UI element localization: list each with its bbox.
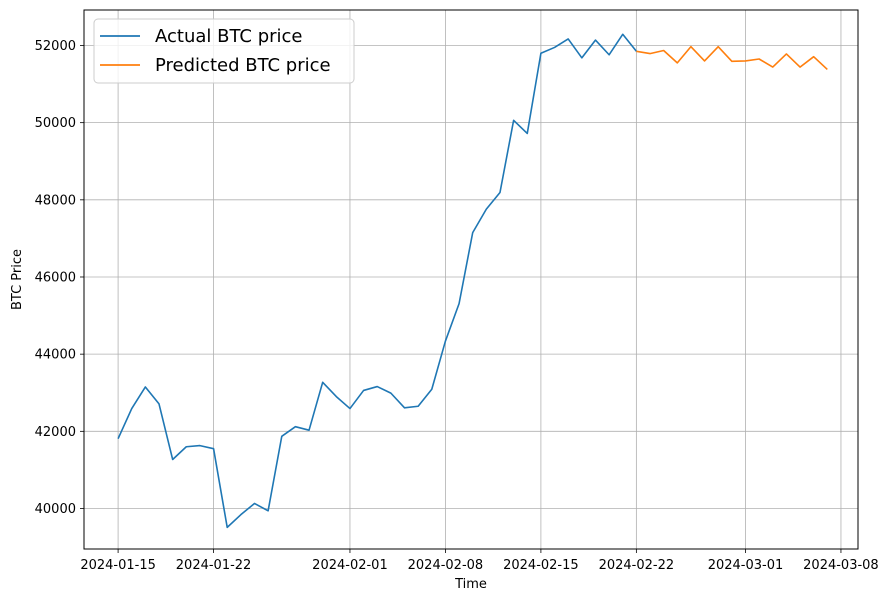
x-tick-label: 2024-01-22 <box>176 558 252 573</box>
y-axis-label: BTC Price <box>10 249 25 310</box>
y-tick-label: 50000 <box>35 116 76 131</box>
y-tick-label: 42000 <box>35 425 76 440</box>
series-line-1 <box>117 33 637 529</box>
y-tick-label: 46000 <box>35 270 76 285</box>
legend-box <box>93 18 355 84</box>
x-tick-label: 2024-03-08 <box>803 558 879 573</box>
legend-label-1: Actual BTC price <box>155 26 303 47</box>
y-tick-label: 52000 <box>35 39 76 54</box>
x-tick-label: 2024-01-15 <box>80 558 156 573</box>
y-tick-label: 48000 <box>35 193 76 208</box>
series-lines <box>117 33 828 529</box>
y-axis-ticks: 40000 42000 44000 46000 48000 50000 52000 <box>35 39 84 517</box>
x-tick-label: 2024-02-01 <box>312 558 388 573</box>
x-axis-ticks: 2024-01-15 2024-01-22 2024-02-01 2024-02-08… <box>80 549 879 573</box>
x-tick-label: 2024-03-01 <box>708 558 784 573</box>
y-tick-label: 40000 <box>35 502 76 517</box>
plot-frame <box>83 9 859 550</box>
legend: Actual BTC price Predicted BTC price <box>93 18 355 84</box>
x-tick-label: 2024-02-15 <box>503 558 579 573</box>
x-tick-label: 2024-02-08 <box>408 558 484 573</box>
x-tick-label: 2024-02-22 <box>599 558 675 573</box>
x-axis-label: Time <box>454 577 487 592</box>
series-line-2 <box>636 45 828 71</box>
grid <box>84 10 858 549</box>
y-tick-label: 44000 <box>35 348 76 363</box>
legend-label-2: Predicted BTC price <box>155 55 331 76</box>
